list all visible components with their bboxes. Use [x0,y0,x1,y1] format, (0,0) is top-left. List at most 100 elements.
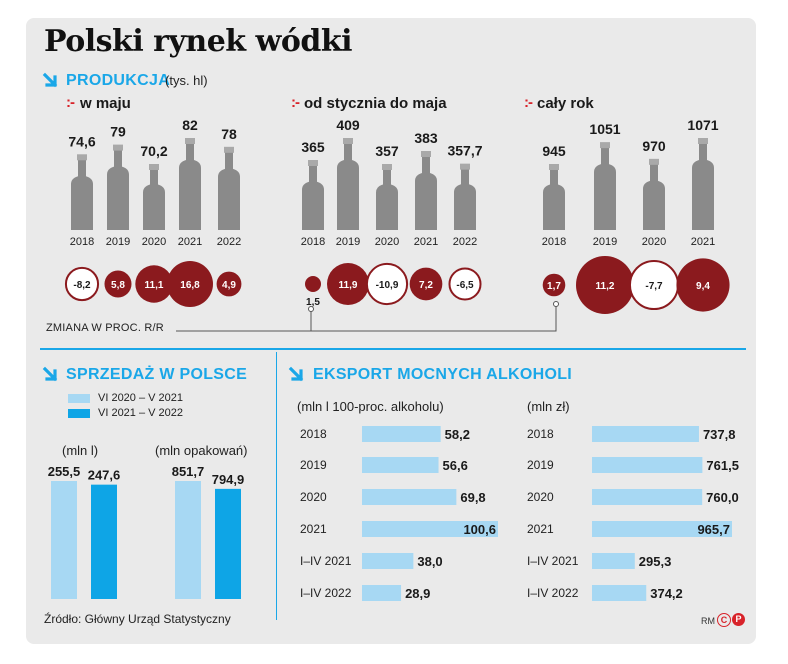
export-value-label: 100,6 [463,522,496,537]
export-title: EKSPORT MOCNYCH ALKOHOLI [313,366,573,383]
change-label: 4,9 [222,280,236,291]
export-bar [592,489,703,505]
year-label: 2018 [542,236,566,248]
export-row-label: 2019 [527,458,554,472]
export-row-label: 2021 [300,522,327,536]
sales-bar [215,488,241,599]
export-value-label: 69,8 [460,490,485,505]
arrow-down-right-icon [288,366,304,382]
export-value-label: 56,6 [443,458,468,473]
sales-value-label: 255,5 [48,464,81,479]
sales-value-label: 851,7 [172,464,205,479]
change-bubble-positive [327,263,369,305]
export-value-label: 760,0 [706,490,739,505]
change-label: 11,1 [145,280,164,291]
bottle-cap [77,154,87,161]
export-row-label: 2021 [527,522,554,536]
year-label: 2022 [217,236,241,248]
change-bubble-positive [542,273,566,297]
bottle-value-label: 383 [414,130,438,146]
bottle-cap [149,164,159,170]
source-note: Źródło: Główny Urząd Statystyczny [44,612,231,626]
bottle-value-label: 945 [542,143,566,159]
year-label: 2021 [414,236,438,248]
bottle-cap [343,138,353,144]
export-row-label: 2020 [300,490,327,504]
year-label: 2018 [301,236,325,248]
column-divider [276,352,277,620]
sales-bar [91,484,117,599]
change-label: 16,8 [180,280,200,291]
production-unit: (tys. hl) [165,73,208,88]
bottle-bar [376,168,398,230]
bottle-value-label: 1051 [589,121,620,137]
bottle-value-label: 357,7 [447,143,482,159]
export-value-label: 58,2 [445,427,470,442]
change-bubble-positive [676,258,730,312]
export-unit-volume: (mln l 100-proc. alkoholu) [297,399,444,414]
page-title: Polski rynek wódki [44,24,353,59]
change-label: 5,8 [111,280,125,291]
export-value-label: 38,0 [417,554,442,569]
year-label: 2021 [178,236,202,248]
change-bubble-positive [576,256,634,314]
legend-swatch-2021 [68,409,90,418]
bottle-value-label: 365 [301,139,325,155]
red-dots-icon: :- [524,94,533,111]
bottle-bar [692,142,714,230]
bottle-cap [698,138,708,144]
legend-swatch-2020 [68,394,90,403]
change-bubble-positive [135,265,173,303]
export-value-label: 374,2 [650,586,683,601]
export-bar [592,457,703,473]
export-bar [362,521,498,537]
bottle-bar [337,142,359,230]
export-value-label: 965,7 [697,522,730,537]
bottle-cap [382,164,392,170]
bottle-value-label: 79 [110,124,126,140]
bottle-bar [643,162,665,230]
year-label: 2020 [375,236,399,248]
change-bubble-negative [365,262,409,306]
change-label: -7,7 [645,281,663,292]
bottle-value-label: 70,2 [140,143,167,159]
export-value-label: 295,3 [639,554,672,569]
bottle-cap [421,151,431,157]
export-bar [362,585,402,601]
bottle-bar [71,158,93,230]
export-row-label: 2019 [300,458,327,472]
bottle-bar [179,142,201,230]
production-title: PRODUKCJA [66,72,171,89]
bottle-bar [107,148,129,230]
export-value-label: 28,9 [405,586,430,601]
bottle-value-label: 357 [375,143,399,159]
author-initials: RM [701,616,715,626]
bottle-value-label: 409 [336,117,360,133]
bottle-cap [549,164,559,170]
bottle-value-label: 1071 [687,117,718,133]
change-note: ZMIANA W PROC. R/R [46,322,164,334]
change-bubble-positive [216,271,242,297]
bottle-cap [460,163,470,170]
bottle-bar [143,168,165,230]
change-label: 7,2 [419,280,433,291]
export-bar [362,553,414,569]
year-label: 2021 [691,236,715,248]
connector-dot [553,301,559,307]
change-label: 11,2 [596,281,615,292]
export-row-label: I–IV 2022 [300,586,352,600]
bottle-cap [185,138,195,144]
export-row-label: I–IV 2021 [300,554,352,568]
sub-title-may: w maju [80,95,131,112]
bottle-bar [543,168,565,230]
bottle-value-label: 74,6 [68,133,95,149]
change-bubble-positive [167,261,213,307]
sales-bar [175,481,201,599]
export-bar [592,553,635,569]
production-chart: 74,6 2018 -8,2 79 2019 5,8 70,2 2020 11,1 82 2021 1… [64,117,730,332]
export-bar [592,521,732,537]
export-bar [592,426,699,442]
export-row-label: I–IV 2022 [527,586,579,600]
export-value-label: 737,8 [703,427,736,442]
